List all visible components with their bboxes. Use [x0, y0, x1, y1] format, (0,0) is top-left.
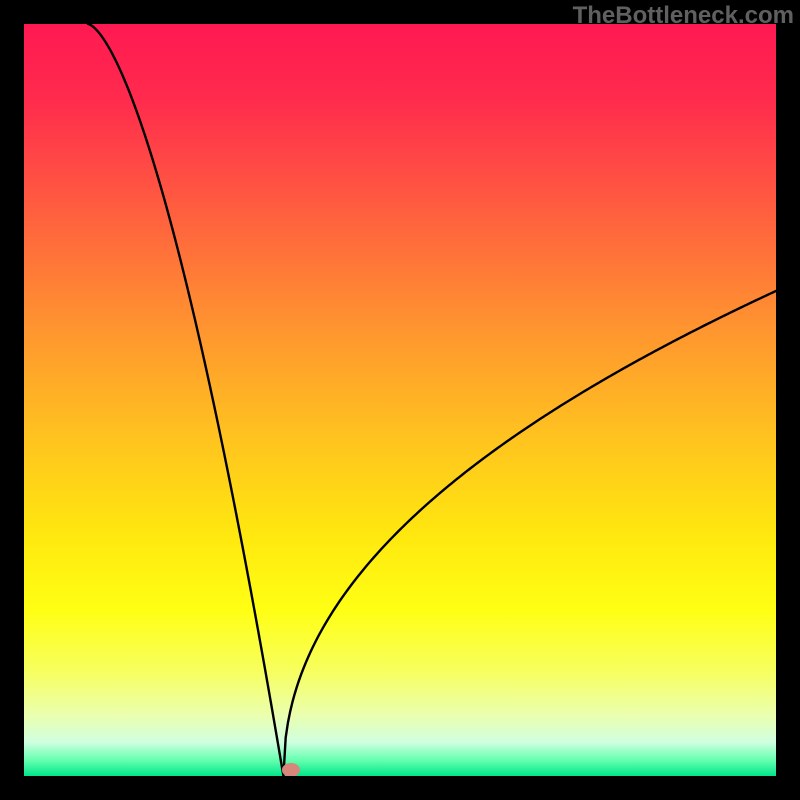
- chart-frame: [24, 24, 776, 776]
- bottleneck-chart-svg: [24, 24, 776, 776]
- gradient-background: [24, 24, 776, 776]
- watermark-text: TheBottleneck.com: [573, 0, 800, 30]
- plot-area: [24, 24, 776, 776]
